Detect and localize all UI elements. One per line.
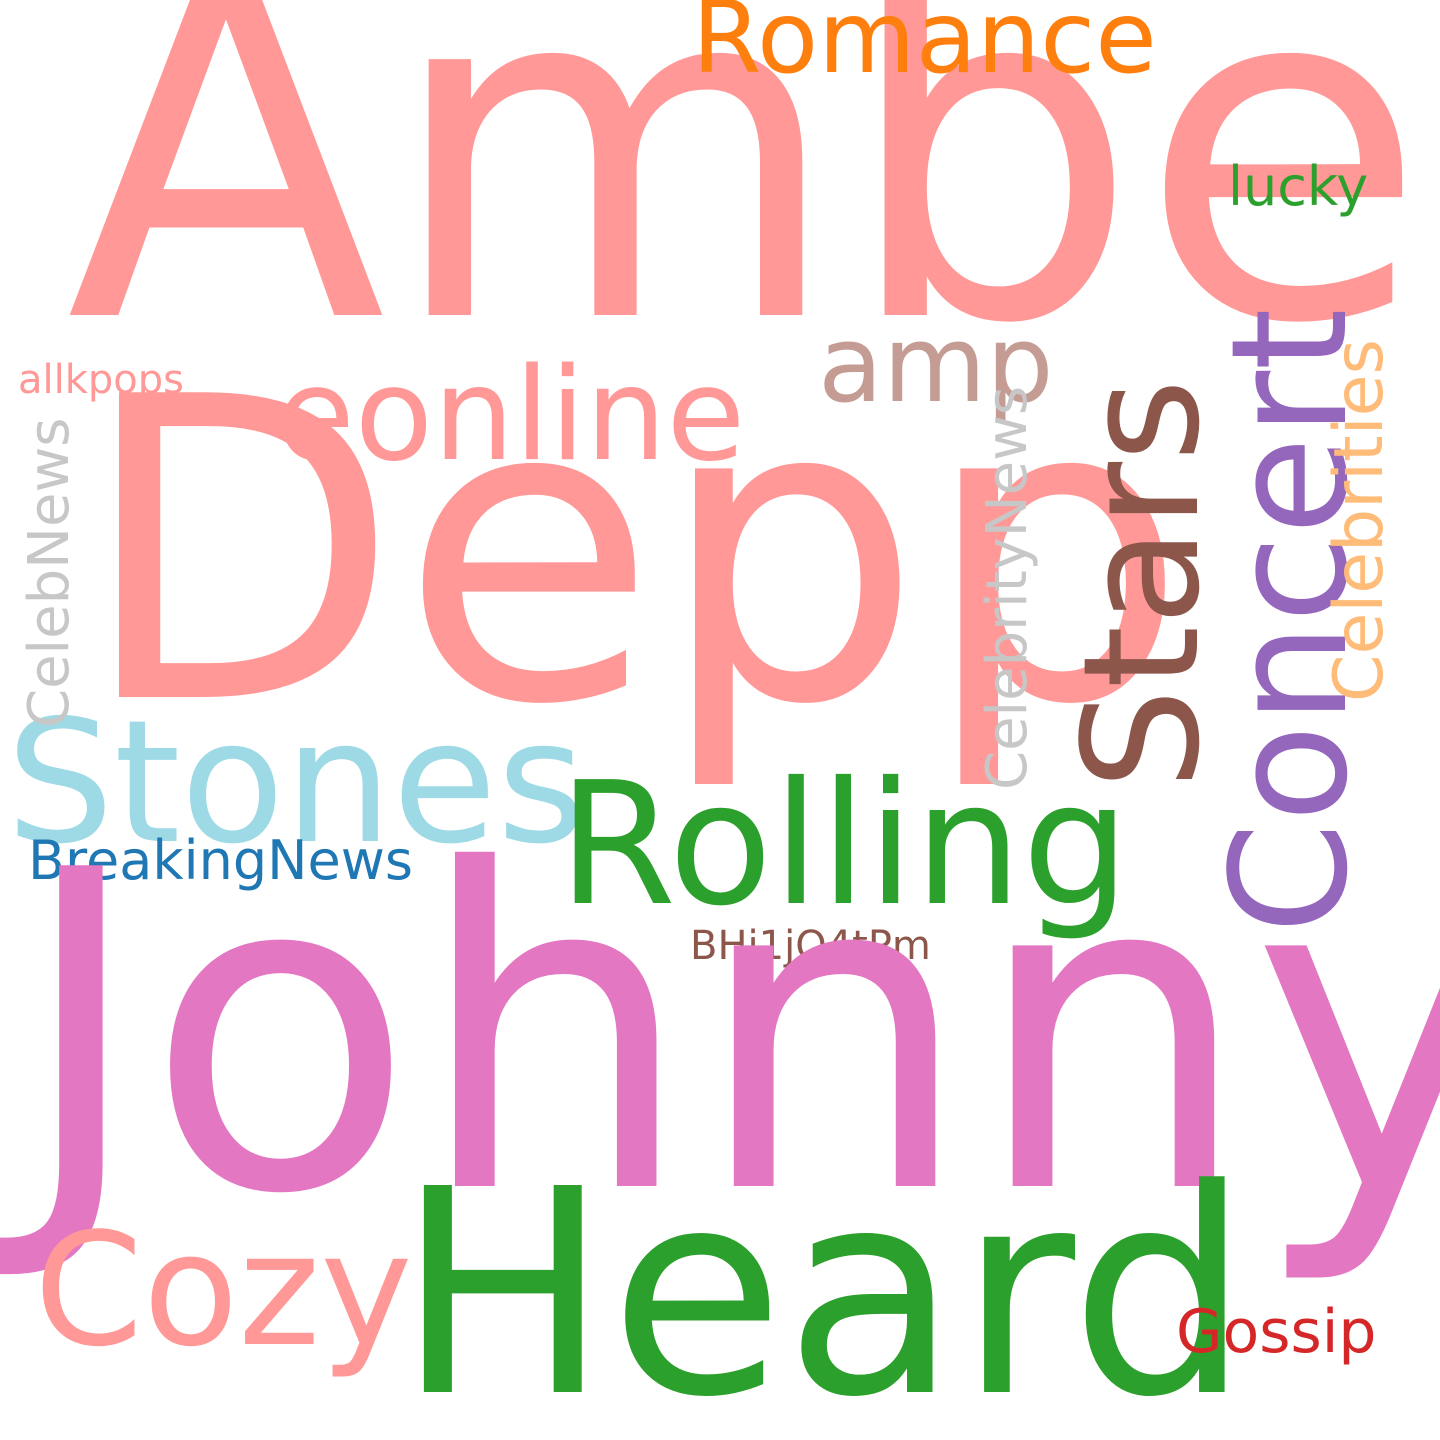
word-eonline: eonline (276, 341, 746, 490)
word-allkpops: allkpops (18, 357, 184, 403)
word-celebritynews: CelebrityNews (975, 385, 1040, 790)
word-lucky: lucky (1228, 155, 1369, 218)
word-gossip: Gossip (1176, 1297, 1377, 1367)
word-cozy: Cozy (34, 1199, 413, 1381)
word-breakingnews: BreakingNews (28, 829, 414, 892)
word-amp: amp (818, 303, 1054, 426)
word-bhj1jq4tpm: BHj1jQ4tPm (690, 923, 931, 969)
word-celebnews: CelebNews (17, 417, 82, 728)
word-rolling: Rolling (558, 746, 1130, 944)
word-depp: Depp (78, 309, 1188, 796)
word-amber: Amber (66, 0, 1440, 426)
word-johnny: Johnny (16, 778, 1440, 1290)
word-celebrities: Celebrities (1320, 339, 1399, 702)
word-stones: Stones (6, 684, 586, 882)
word-romance: Romance (692, 0, 1157, 96)
word-heard: Heard (396, 1128, 1251, 1440)
